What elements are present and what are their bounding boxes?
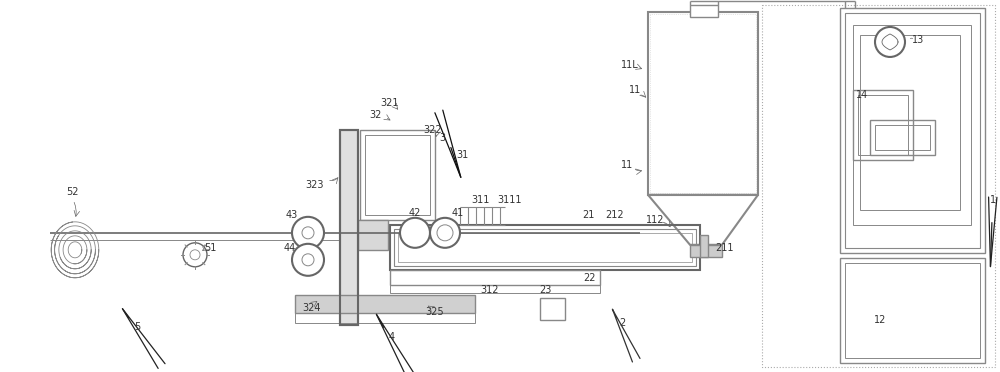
Text: 4: 4 (389, 332, 395, 342)
Circle shape (400, 218, 430, 248)
Text: 44: 44 (284, 243, 296, 253)
Text: 22: 22 (584, 273, 596, 283)
Bar (700, 235, 708, 257)
Bar (540, 298, 565, 320)
Text: 2: 2 (619, 318, 625, 328)
Bar (390, 270, 600, 285)
Text: 31: 31 (456, 150, 468, 160)
Circle shape (292, 244, 324, 276)
Text: 21: 21 (582, 210, 594, 220)
Bar (648, 12, 758, 195)
Bar (762, 5, 995, 367)
Circle shape (190, 250, 200, 260)
Text: 321: 321 (381, 98, 399, 108)
Text: 43: 43 (286, 210, 298, 220)
Bar (650, 14, 756, 193)
Bar (358, 220, 388, 250)
Bar (840, 8, 985, 253)
Bar (365, 135, 430, 215)
Bar (853, 90, 913, 160)
Text: 323: 323 (306, 180, 324, 190)
Text: 312: 312 (481, 285, 499, 295)
Text: 23: 23 (539, 285, 551, 295)
Bar (845, 263, 980, 358)
Text: 14: 14 (856, 90, 868, 100)
Bar (390, 285, 600, 293)
Text: 5: 5 (134, 322, 140, 332)
Circle shape (292, 217, 324, 249)
Circle shape (183, 243, 207, 267)
Bar (870, 120, 935, 155)
Bar (858, 95, 908, 155)
Text: 325: 325 (426, 307, 444, 317)
Text: 42: 42 (409, 208, 421, 218)
Bar (690, 5, 718, 17)
Circle shape (430, 218, 460, 248)
Text: 211: 211 (716, 243, 734, 253)
Bar (295, 313, 475, 323)
Text: 3111: 3111 (498, 195, 522, 205)
Bar (860, 35, 960, 210)
Bar (875, 125, 930, 150)
Circle shape (875, 27, 905, 57)
Text: 212: 212 (606, 210, 624, 220)
Bar (295, 295, 475, 313)
Bar (690, 245, 722, 257)
Text: 3: 3 (439, 133, 445, 143)
Text: 311: 311 (471, 195, 489, 205)
Bar (390, 225, 700, 270)
Text: 51: 51 (204, 243, 216, 253)
Bar (398, 233, 692, 262)
Text: 41: 41 (452, 208, 464, 218)
Bar (845, 13, 980, 248)
Text: 52: 52 (66, 187, 78, 197)
Circle shape (437, 225, 453, 241)
Bar (853, 25, 971, 225)
Text: 324: 324 (303, 303, 321, 313)
Bar (394, 229, 696, 266)
Bar (340, 130, 358, 325)
Text: 322: 322 (424, 125, 442, 135)
Text: 13: 13 (912, 35, 924, 45)
Text: 1: 1 (990, 195, 996, 205)
Text: 112: 112 (646, 215, 664, 225)
Bar (340, 130, 358, 325)
Bar (360, 130, 435, 220)
Circle shape (302, 254, 314, 266)
Text: 11L: 11L (621, 60, 639, 70)
Text: 12: 12 (874, 315, 886, 325)
Text: 11: 11 (621, 160, 633, 170)
Text: 11: 11 (629, 85, 641, 95)
Circle shape (302, 227, 314, 239)
Text: 32: 32 (369, 110, 381, 120)
Bar (840, 258, 985, 363)
